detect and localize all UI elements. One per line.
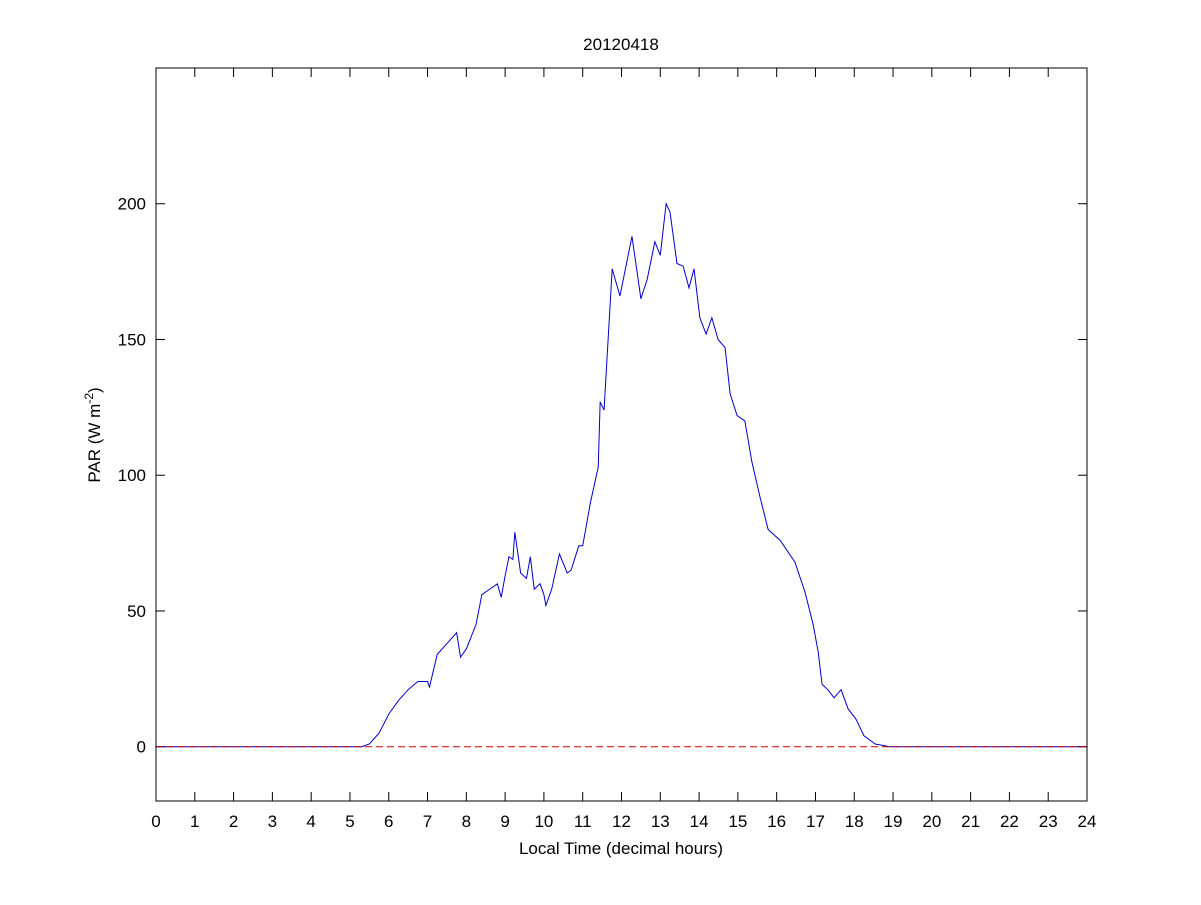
x-tick-label: 9 [500, 812, 509, 831]
x-tick-label: 17 [806, 812, 825, 831]
x-axis-label: Local Time (decimal hours) [519, 839, 723, 858]
x-tick-label: 24 [1078, 812, 1097, 831]
x-tick-label: 4 [306, 812, 315, 831]
x-tick-label: 21 [961, 812, 980, 831]
x-tick-label: 1 [190, 812, 199, 831]
x-tick-label: 12 [612, 812, 631, 831]
x-tick-label: 7 [423, 812, 432, 831]
x-tick-label: 15 [728, 812, 747, 831]
y-tick-label: 150 [118, 330, 146, 349]
x-tick-label: 6 [384, 812, 393, 831]
y-tick-label: 200 [118, 195, 146, 214]
plot-frame [155, 67, 1088, 802]
chart-title: 20120418 [583, 35, 659, 54]
x-tick-label: 16 [767, 812, 786, 831]
x-tick-label: 20 [922, 812, 941, 831]
y-axis-label: PAR (W m-2) [82, 387, 104, 482]
data-line [156, 201, 1087, 748]
x-tick-label: 8 [462, 812, 471, 831]
y-tick-label: 0 [137, 738, 146, 757]
x-tick-label: 22 [1000, 812, 1019, 831]
y-label-suffix: ) [85, 387, 104, 393]
y-tick-label: 100 [118, 466, 146, 485]
x-tick-label: 18 [845, 812, 864, 831]
y-tick-label: 50 [127, 602, 146, 621]
x-tick-label: 13 [651, 812, 670, 831]
x-tick-label: 11 [574, 812, 592, 831]
x-tick-label: 3 [268, 812, 277, 831]
x-tick-label: 0 [151, 812, 160, 831]
y-label-text: PAR (W m [85, 404, 104, 483]
x-tick-label: 2 [229, 812, 238, 831]
x-tick-label: 10 [534, 812, 553, 831]
x-tick-label: 23 [1039, 812, 1058, 831]
y-label-superscript: -2 [82, 393, 96, 404]
x-tick-label: 5 [345, 812, 354, 831]
x-tick-label: 19 [884, 812, 903, 831]
x-tick-label: 14 [690, 812, 709, 831]
